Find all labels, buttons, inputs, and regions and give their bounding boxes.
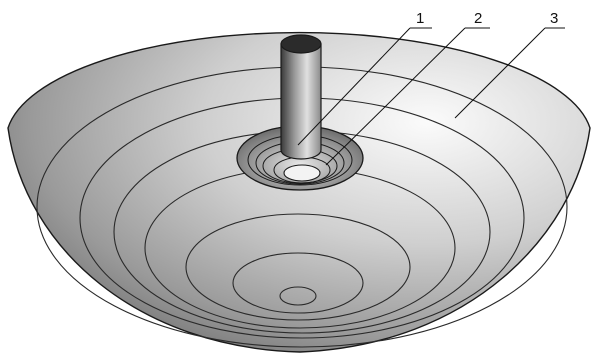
tube-body [280, 43, 322, 160]
callout-label-2: 2 [474, 10, 482, 27]
contour-ring [232, 252, 364, 314]
contour-ring [185, 213, 411, 321]
pocket-floor [283, 164, 321, 182]
tube-top-opening [280, 34, 322, 54]
leader-line-1 [297, 27, 411, 146]
callout-label-1: 1 [416, 10, 424, 27]
vertical-tube [280, 34, 322, 160]
funnel-bowl [7, 31, 591, 353]
drain-ring [279, 286, 317, 306]
callout-leaders [297, 27, 565, 166]
leader-line-3 [454, 27, 546, 119]
callout-label-3: 3 [550, 10, 558, 27]
leader-line-2 [325, 27, 466, 166]
